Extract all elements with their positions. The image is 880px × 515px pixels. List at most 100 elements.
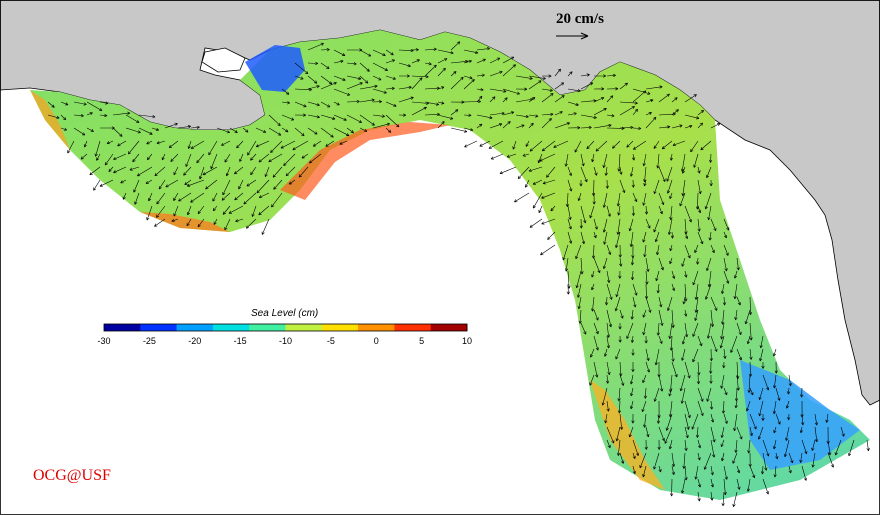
velocity-vector [320, 127, 334, 138]
velocity-vector [564, 153, 569, 167]
velocity-vector [156, 140, 166, 145]
velocity-vector [606, 114, 615, 118]
velocity-vector [671, 361, 678, 378]
velocity-vector [539, 153, 556, 162]
velocity-vector [593, 123, 612, 129]
velocity-vector [721, 400, 726, 414]
velocity-vector [320, 101, 331, 108]
velocity-vector [799, 452, 803, 463]
velocity-vector [630, 270, 635, 281]
velocity-vector [710, 439, 716, 458]
velocity-vector [723, 348, 727, 359]
velocity-vector [661, 140, 673, 150]
velocity-vector [301, 153, 309, 159]
velocity-vector [258, 205, 270, 216]
velocity-vector [325, 140, 335, 147]
velocity-vector [615, 231, 621, 248]
velocity-vector [372, 88, 387, 94]
velocity-vector [100, 126, 115, 130]
velocity-vector [579, 180, 583, 187]
velocity-vector [672, 140, 686, 146]
velocity-vector [658, 296, 663, 308]
velocity-vector [86, 127, 94, 132]
velocity-vector [255, 140, 270, 148]
velocity-vector [565, 192, 570, 207]
lake-pontchartrain [201, 47, 246, 73]
velocity-vector [632, 192, 638, 203]
velocity-vector [632, 296, 637, 308]
velocity-vector [814, 426, 819, 443]
velocity-vector [666, 166, 673, 182]
velocity-vector [653, 387, 660, 402]
velocity-vector [307, 85, 320, 90]
velocity-vector [537, 153, 543, 164]
velocity-vector [825, 413, 829, 423]
velocity-vector [532, 179, 543, 185]
velocity-vector [515, 114, 529, 119]
velocity-vector [320, 62, 330, 69]
velocity-vector [606, 244, 612, 255]
velocity-vector [541, 112, 554, 116]
velocity-vector [615, 348, 621, 360]
velocity-vector [399, 74, 410, 78]
credit-label: OCG@USF [33, 467, 111, 484]
velocity-vector [133, 179, 140, 193]
velocity-vector [590, 348, 595, 358]
colorbar-tick-label: -30 [97, 336, 111, 346]
velocity-vector [575, 244, 582, 260]
velocity-vector [788, 465, 792, 474]
velocity-vector [554, 111, 563, 116]
velocity-vector [733, 283, 738, 300]
velocity-vector [251, 205, 257, 217]
velocity-vector [787, 387, 791, 395]
velocity-vector [151, 127, 160, 131]
velocity-vector [710, 309, 715, 327]
velocity-vector [280, 140, 296, 149]
velocity-vector [171, 218, 179, 222]
velocity-vector [122, 192, 127, 200]
velocity-vector [372, 75, 382, 81]
velocity-vector [333, 127, 350, 136]
velocity-vector [134, 192, 140, 205]
velocity-vector [681, 348, 686, 361]
velocity-vector [671, 124, 683, 129]
velocity-vector [671, 465, 675, 475]
velocity-vector [700, 140, 712, 151]
velocity-vector [164, 122, 178, 129]
velocity-vector [631, 205, 635, 216]
velocity-vector [132, 153, 140, 163]
velocity-vector [450, 109, 459, 116]
velocity-vector [196, 153, 205, 164]
velocity-vector [694, 296, 699, 313]
high-anomaly-patch [280, 122, 450, 200]
colorbar-tick-label: -15 [233, 336, 247, 346]
velocity-vector [604, 166, 608, 176]
velocity-vector [630, 257, 635, 266]
velocity-vector [645, 426, 650, 438]
velocity-vector [631, 153, 636, 161]
velocity-vector [605, 374, 610, 384]
velocity-vector [177, 125, 192, 129]
velocity-vector [562, 244, 569, 261]
velocity-vector [359, 62, 370, 72]
velocity-vector [658, 257, 664, 271]
velocity-vector [576, 283, 582, 298]
velocity-vector [642, 192, 647, 206]
velocity-vector [657, 439, 661, 450]
velocity-vector [129, 166, 140, 171]
low-anomaly-patch [245, 45, 305, 92]
velocity-vector [658, 335, 663, 344]
velocity-vector [619, 82, 628, 90]
velocity-vector [668, 322, 673, 339]
velocity-vector [541, 118, 552, 129]
colorbar-title: Sea Level (cm) [251, 308, 319, 319]
velocity-vector [424, 62, 432, 66]
velocity-vector [643, 244, 647, 258]
velocity-vector [760, 465, 765, 475]
velocity-vector [234, 192, 244, 201]
velocity-vector [86, 101, 103, 111]
velocity-vector [567, 71, 573, 77]
velocity-vector [411, 106, 427, 116]
velocity-vector [99, 179, 114, 187]
